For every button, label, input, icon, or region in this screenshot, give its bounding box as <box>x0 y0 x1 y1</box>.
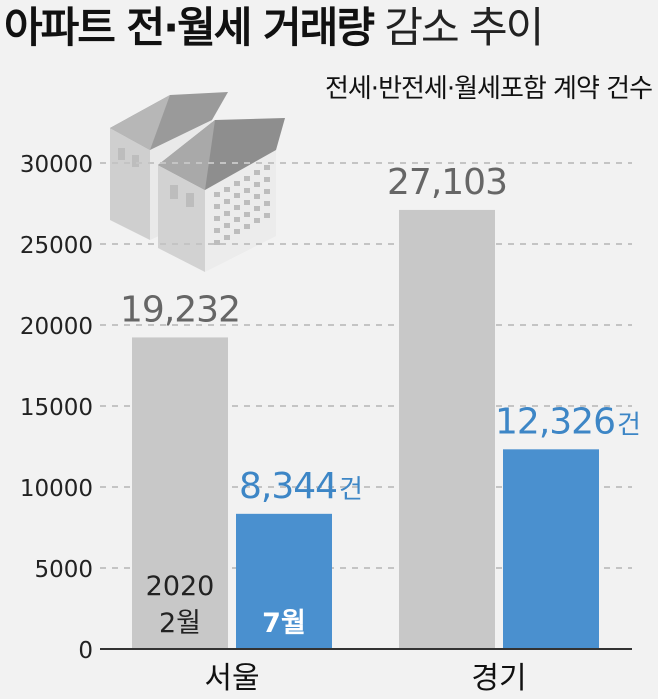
value-label: 8,344 <box>239 466 337 507</box>
series-label-month: 7월 <box>262 608 306 639</box>
value-unit: 건 <box>339 475 363 505</box>
category-label: 서울 <box>204 661 259 696</box>
chart-title-light: 감소 추이 <box>372 3 544 52</box>
series-label-year: 2020 <box>146 571 215 602</box>
apartment-buildings-icon <box>110 92 285 272</box>
chart-title-bold: 아파트 전·월세 거래량 <box>4 3 375 52</box>
chart-title: 아파트 전·월세 거래량 감소 추이 <box>4 0 544 55</box>
value-unit: 건 <box>617 410 641 440</box>
y-tick-label: 0 <box>78 638 93 664</box>
bars <box>132 209 599 649</box>
y-tick-label: 15000 <box>20 395 93 421</box>
chart-subtitle: 전세·반전세·월세포함 계약 건수 <box>324 74 653 104</box>
y-tick-label: 5000 <box>34 557 93 583</box>
y-axis: 0 5000 10000 15000 20000 25000 30000 <box>20 152 93 664</box>
value-label: 19,232 <box>120 289 240 330</box>
x-axis: 서울 경기 <box>100 648 632 696</box>
y-tick-label: 10000 <box>20 476 93 502</box>
bar-jul <box>236 513 332 649</box>
value-label: 12,326 <box>495 401 615 442</box>
bar-jul <box>503 449 599 649</box>
series-label-month: 2월 <box>159 608 201 639</box>
y-tick-label: 25000 <box>20 233 93 259</box>
bar-feb <box>399 209 495 649</box>
y-tick-label: 30000 <box>20 152 93 178</box>
value-label: 27,103 <box>387 162 507 203</box>
y-tick-label: 20000 <box>20 314 93 340</box>
category-label: 경기 <box>471 661 526 696</box>
bar-feb <box>132 337 228 649</box>
